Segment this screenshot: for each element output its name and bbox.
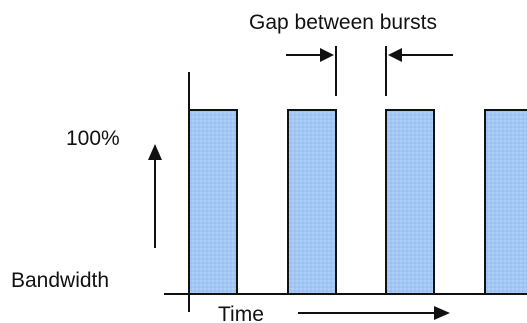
burst-bar-3 xyxy=(385,109,435,295)
burst-group xyxy=(188,109,527,295)
gap-arrow-right xyxy=(388,48,453,62)
level-label: 100% xyxy=(66,127,120,150)
burst-bar-4 xyxy=(484,109,527,295)
burst-bar-2 xyxy=(287,109,337,295)
time-label: Time xyxy=(218,303,264,323)
bandwidth-up-arrow xyxy=(148,144,162,248)
gap-label: Gap between bursts xyxy=(249,11,437,34)
gap-arrow-left xyxy=(286,48,334,62)
burst-bar-1 xyxy=(188,109,238,295)
time-arrow xyxy=(298,306,450,320)
bandwidth-label: Bandwidth xyxy=(11,269,109,292)
